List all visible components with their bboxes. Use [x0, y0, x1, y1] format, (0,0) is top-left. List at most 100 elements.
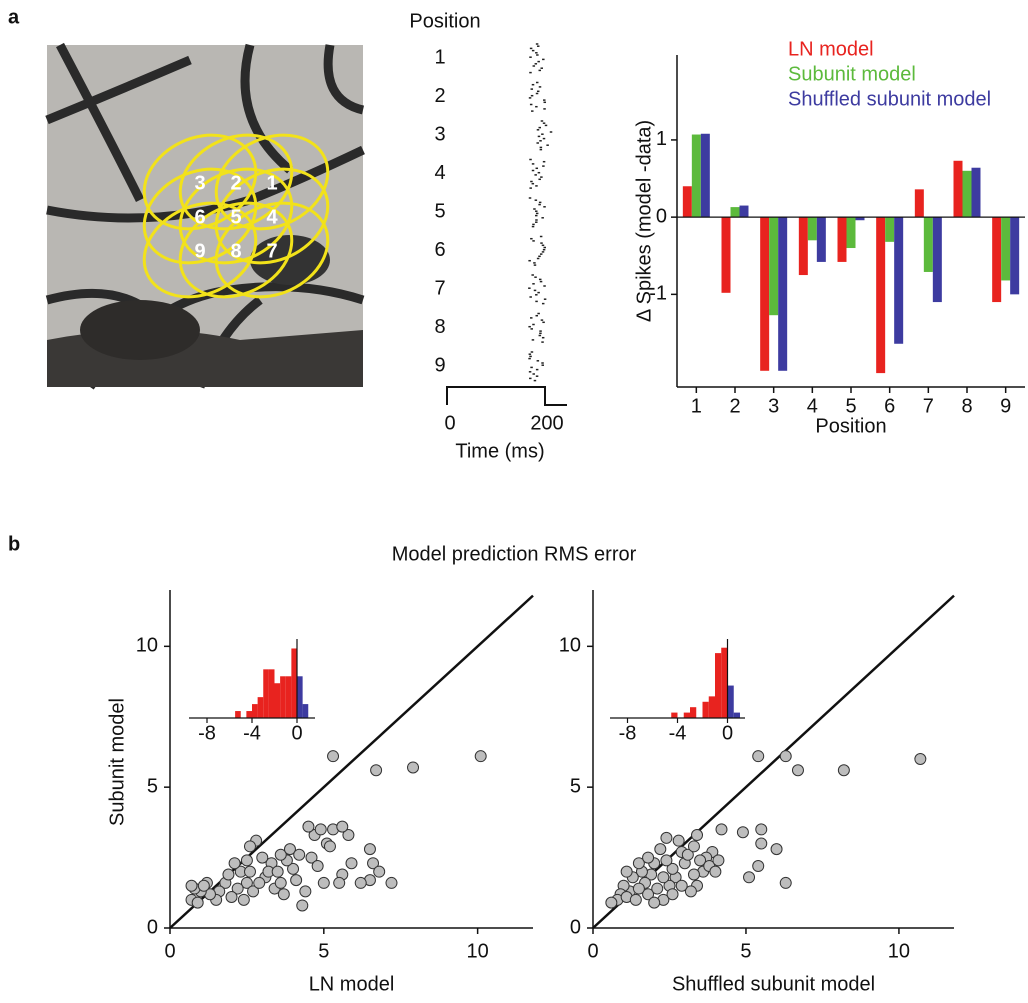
- point: [687, 868, 700, 881]
- point: [277, 888, 290, 901]
- point: [791, 764, 804, 777]
- x-tick-label: -8: [619, 722, 637, 744]
- bar: [816, 217, 826, 262]
- bar: [837, 217, 847, 262]
- y-tick-label: 10: [559, 635, 581, 657]
- hist-bar: [727, 685, 734, 718]
- y-tick-label: 5: [147, 775, 158, 797]
- point: [642, 851, 655, 864]
- y-tick-label: 0: [656, 205, 667, 227]
- receptive-field: [178, 201, 294, 299]
- hist-bar: [683, 712, 690, 718]
- hist-bar: [252, 704, 258, 718]
- figure-title: Model prediction RMS error: [392, 543, 637, 565]
- point: [296, 899, 309, 912]
- x-tick-label: 8: [961, 395, 972, 417]
- position-label: 1: [266, 172, 277, 194]
- y-tick-label: 0: [147, 916, 158, 938]
- point: [243, 840, 256, 853]
- point: [271, 865, 284, 878]
- hist-bar: [690, 707, 697, 718]
- x-tick-label: 3: [768, 395, 779, 417]
- y-axis-label: Δ Spikes (model -data): [633, 120, 655, 322]
- point: [336, 820, 349, 833]
- receptive-fields: [142, 133, 330, 299]
- point: [228, 857, 241, 870]
- raster-tick-label: 200: [530, 412, 563, 434]
- point: [327, 750, 340, 763]
- point: [367, 857, 380, 870]
- point: [770, 843, 783, 856]
- position-label: 3: [194, 172, 205, 194]
- stimulus-trace: [446, 386, 567, 406]
- point: [736, 826, 749, 839]
- panel-label: b: [8, 533, 20, 555]
- x-tick-label: 0: [587, 940, 598, 962]
- x-tick-label: 2: [729, 395, 740, 417]
- point: [274, 848, 287, 861]
- raster-x-label: Time (ms): [455, 440, 544, 462]
- point: [629, 893, 642, 906]
- y-tick-label: 10: [136, 635, 158, 657]
- point: [666, 862, 679, 875]
- point: [675, 879, 688, 892]
- raster-tick-label: 0: [444, 412, 455, 434]
- point: [694, 854, 707, 867]
- point: [648, 896, 661, 909]
- point: [666, 888, 679, 901]
- point: [620, 865, 633, 878]
- bar: [730, 207, 740, 218]
- hist-bar: [257, 697, 264, 718]
- point: [660, 831, 673, 844]
- hist-bar: [246, 711, 252, 718]
- receptive-field: [142, 201, 258, 299]
- bar: [778, 217, 788, 371]
- point: [752, 860, 765, 873]
- bar: [914, 189, 924, 218]
- x-tick-label: -8: [198, 722, 216, 744]
- x-tick-label: 4: [807, 395, 818, 417]
- hist-bar: [721, 647, 728, 718]
- point: [299, 885, 312, 898]
- natural-image: [45, 42, 365, 390]
- point: [755, 823, 768, 836]
- point: [660, 854, 673, 867]
- hist-bar: [285, 676, 292, 718]
- x-tick-label: 5: [318, 940, 329, 962]
- bar: [992, 217, 1002, 303]
- bar: [971, 167, 981, 218]
- bar: [846, 217, 856, 249]
- bar: [691, 134, 701, 218]
- position-label: 2: [230, 172, 241, 194]
- bar: [962, 170, 972, 218]
- x-tick-label: 5: [845, 395, 856, 417]
- legend-label: Subunit model: [788, 63, 916, 85]
- x-tick-label: -4: [669, 722, 687, 744]
- point: [363, 843, 376, 856]
- bar: [923, 217, 933, 272]
- point: [752, 750, 765, 763]
- point: [231, 882, 244, 895]
- hist-bar: [671, 712, 678, 718]
- point: [370, 764, 383, 777]
- bar: [769, 217, 779, 316]
- hist-bar: [302, 704, 309, 718]
- x-tick-label: -4: [243, 722, 261, 744]
- point: [709, 865, 722, 878]
- point: [197, 879, 210, 892]
- point: [743, 871, 756, 884]
- bar: [855, 217, 865, 221]
- position-label: 9: [194, 240, 205, 262]
- x-axis-label: LN model: [309, 973, 395, 995]
- bar: [739, 205, 749, 218]
- point: [914, 753, 927, 765]
- x-tick-label: 10: [888, 940, 910, 962]
- point: [779, 876, 792, 889]
- x-tick-label: 10: [467, 940, 489, 962]
- y-tick-label: -1: [649, 283, 667, 305]
- point: [755, 837, 768, 850]
- point: [373, 865, 386, 878]
- hist-bar: [235, 711, 241, 718]
- bar: [894, 217, 904, 344]
- point: [605, 896, 618, 909]
